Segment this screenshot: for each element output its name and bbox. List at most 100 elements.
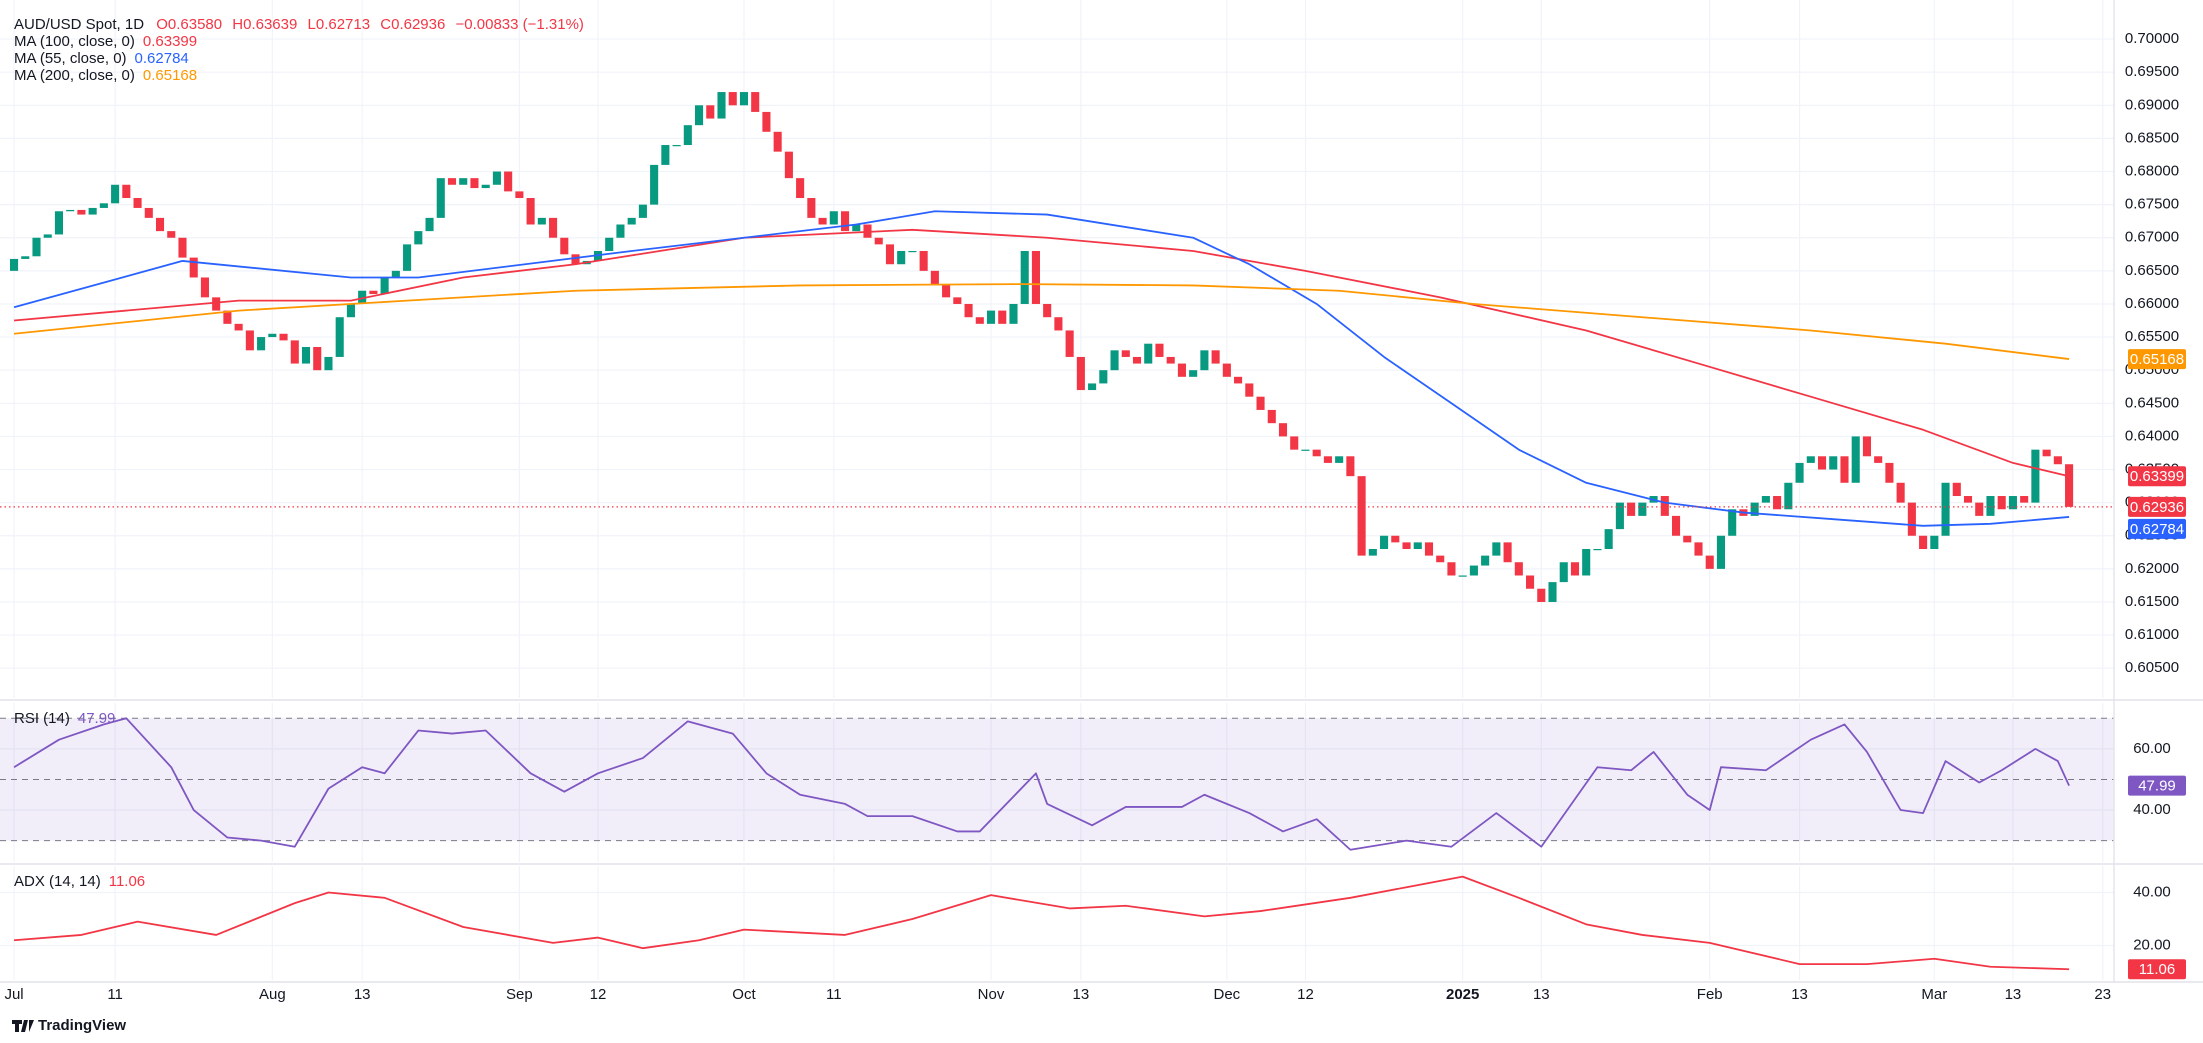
x-tick-label: 13 — [2005, 986, 2022, 1003]
candle-body — [301, 347, 311, 364]
candle-body — [9, 258, 19, 271]
candle-body — [1559, 562, 1568, 583]
candle-body — [807, 198, 816, 218]
x-tick-label: 11 — [826, 986, 842, 1003]
candle-body — [1615, 502, 1624, 530]
candle-body — [1043, 303, 1052, 318]
candle-body — [1054, 317, 1063, 331]
candle-body — [986, 310, 996, 324]
candle-body — [21, 256, 30, 259]
candle-body — [2042, 449, 2051, 457]
indicator-value: 11.06 — [109, 873, 145, 890]
candle-body — [447, 178, 457, 185]
candle-body — [2053, 456, 2062, 465]
candle-body — [840, 211, 850, 232]
candle-body — [1761, 496, 1770, 503]
last-price-tag-box — [2128, 496, 2186, 517]
candle-body — [897, 250, 906, 265]
ma-price-tag: 0.63399 — [2130, 468, 2184, 485]
candle-body — [1963, 496, 1973, 503]
moving-average-line — [13, 210, 2070, 527]
candle-body — [1694, 542, 1703, 556]
candle-body — [975, 317, 984, 324]
candle-body — [1189, 370, 1198, 377]
candle-body — [942, 284, 951, 298]
candle-body — [200, 277, 209, 298]
candle-body — [717, 92, 726, 119]
candle-body — [762, 111, 771, 132]
candle-body — [1110, 350, 1119, 371]
candle-body — [1424, 542, 1434, 556]
candle-body — [1773, 496, 1782, 510]
candle-body — [189, 257, 198, 278]
y-tick-label: 0.67500 — [2125, 196, 2179, 213]
y-tick-label: 0.66000 — [2125, 295, 2179, 312]
candle-body — [1705, 555, 1714, 569]
candle-body — [818, 217, 827, 225]
header-line: AUD/USD Spot, 1D O0.63580 H0.63639 L0.62… — [14, 16, 584, 33]
x-tick-label: 23 — [2094, 986, 2111, 1003]
candle-body — [661, 145, 670, 165]
moving-average-line — [13, 228, 2070, 478]
ohlc-high: H0.63639 — [232, 16, 297, 33]
candle-body — [683, 125, 692, 146]
symbol-title: AUD/USD Spot, 1D — [14, 16, 144, 33]
candle-body — [1481, 555, 1490, 566]
indicator-value: 47.99 — [78, 710, 116, 727]
legend-entry: MA (55, close, 0) 0.62784 — [14, 50, 189, 67]
candle-body — [1817, 456, 1827, 470]
ohlc-change: −0.00833 (−1.31%) — [456, 16, 584, 33]
candle-body — [1851, 436, 1860, 483]
indicator-line — [13, 875, 2070, 971]
candle-body — [1166, 356, 1175, 364]
candle-body — [1222, 363, 1231, 377]
candle-body — [1009, 303, 1018, 324]
last-price-tag: 0.62936 — [2130, 499, 2184, 516]
candle-body — [1750, 502, 1759, 516]
candle-body — [111, 184, 120, 204]
indicator-legend: RSI (14) 47.99 — [14, 710, 115, 727]
candle-body — [930, 270, 939, 285]
y-tick-label: 0.61500 — [2125, 593, 2179, 610]
candle-body — [2031, 449, 2040, 503]
x-tick-label: 11 — [107, 986, 123, 1003]
x-tick-label: 13 — [1533, 986, 1550, 1003]
legend: AUD/USD Spot, 1D O0.63580 H0.63639 L0.62… — [14, 16, 584, 890]
candle-body — [425, 217, 434, 232]
candle-body — [1200, 350, 1209, 371]
candle-body — [1469, 565, 1478, 576]
candle-body — [403, 244, 412, 271]
legend-value: 0.65168 — [143, 67, 197, 84]
brand: TradingView — [12, 1017, 126, 1034]
candle-body — [1391, 535, 1400, 543]
candle-body — [1952, 482, 1961, 497]
brand-name: TradingView — [38, 1017, 126, 1034]
candle-body — [1413, 542, 1422, 549]
candle-body — [1312, 449, 1321, 457]
candle-body — [1065, 330, 1074, 357]
candle-body — [885, 244, 895, 265]
candle-body — [706, 105, 715, 119]
y-tick-label: 0.66500 — [2125, 262, 2179, 279]
candle-body — [122, 184, 131, 199]
x-tick-label: 12 — [1297, 986, 1314, 1003]
candle-body — [1806, 456, 1815, 463]
candle-body — [2020, 496, 2029, 503]
x-tick-label: Dec — [1214, 986, 1241, 1003]
candle-body — [1031, 250, 1040, 304]
y-tick-label: 20.00 — [2133, 937, 2171, 954]
candle-body — [1930, 535, 1939, 549]
candle-body — [1335, 456, 1344, 463]
legend-name: MA (100, close, 0) — [14, 33, 135, 50]
candle-body — [88, 207, 97, 215]
candle-body — [1020, 250, 1029, 304]
candle-body — [728, 92, 737, 106]
candle-body — [279, 333, 288, 341]
ohlc-open: O0.63580 — [156, 16, 222, 33]
candle-body — [784, 151, 793, 179]
ma-price-tag-box — [2128, 349, 2186, 370]
candle-body — [223, 310, 232, 324]
grid-layer — [0, 0, 2114, 980]
candle-body — [1582, 548, 1591, 576]
candle-body — [1323, 456, 1332, 463]
